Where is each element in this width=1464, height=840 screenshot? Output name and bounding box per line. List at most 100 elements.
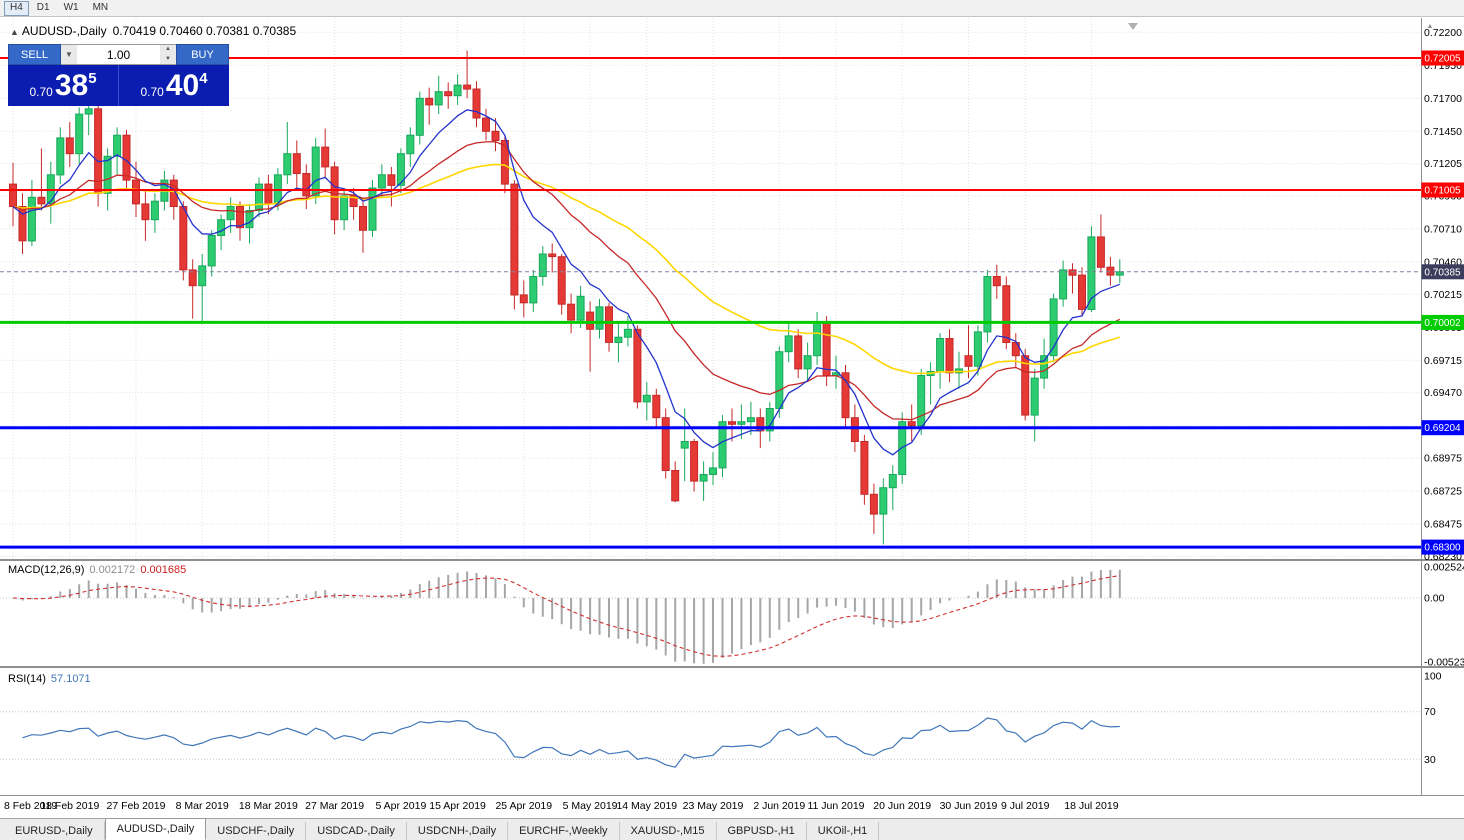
candle: [122, 134, 131, 181]
price-badge-text: 0.68300: [1424, 543, 1461, 554]
timeframe-button-d1[interactable]: D1: [36, 1, 50, 13]
candle: [784, 335, 793, 353]
volume-spin-up-icon[interactable]: ▲: [165, 46, 171, 52]
candle: [964, 355, 973, 367]
macd-signal-line: [12, 575, 1120, 657]
date-axis-label: 18 Mar 2019: [239, 800, 298, 812]
candle: [84, 108, 93, 115]
candle: [1002, 285, 1011, 344]
volume-dropdown-icon[interactable]: ▼: [61, 45, 77, 64]
candle: [661, 417, 670, 472]
date-axis-label: 27 Feb 2019: [107, 800, 166, 812]
date-axis-label: 15 Apr 2019: [429, 800, 486, 812]
candle: [188, 269, 197, 287]
chart-tab-xauusd-m15[interactable]: XAUUSD-,M15: [619, 822, 717, 840]
candle: [302, 173, 311, 197]
candle: [434, 91, 443, 106]
buy-price-prefix: 0.70: [140, 84, 164, 99]
chart-title: ▲ AUDUSD-,Daily 0.70419 0.70460 0.70381 0.…: [10, 24, 296, 38]
candle: [850, 417, 859, 443]
sell-price-display[interactable]: 0.70 38 5: [8, 65, 118, 106]
chart-tab-usdcad-daily[interactable]: USDCAD-,Daily: [306, 822, 407, 840]
price-axis-label: 0.72200: [1424, 27, 1462, 39]
candle: [605, 306, 613, 343]
candle: [1106, 266, 1115, 276]
candle: [359, 206, 367, 231]
pane-separator[interactable]: [0, 559, 1464, 561]
candle: [1078, 274, 1086, 310]
chart-shift-marker-icon[interactable]: [1128, 23, 1138, 30]
candle: [510, 183, 519, 296]
candle: [500, 140, 509, 185]
macd-value: 0.002172: [89, 564, 136, 576]
candle: [37, 196, 46, 205]
volume-input[interactable]: [77, 45, 160, 64]
candle: [652, 394, 661, 419]
sell-price-prefix: 0.70: [29, 84, 53, 99]
candle: [377, 174, 386, 189]
chart-tab-audusd-daily[interactable]: AUDUSD-,Daily: [104, 818, 207, 840]
chart-tab-eurusd-daily[interactable]: EURUSD-,Daily: [4, 822, 105, 840]
price-chart[interactable]: 0.722000.719500.717000.714500.712050.709…: [0, 18, 1464, 818]
candle: [557, 256, 566, 305]
price-axis-label: 0.71205: [1424, 158, 1462, 170]
price-divider: [118, 65, 119, 106]
timeframe-button-h4[interactable]: H4: [4, 0, 29, 16]
candle: [1096, 236, 1105, 268]
date-axis-label: 27 Mar 2019: [305, 800, 364, 812]
candle: [813, 322, 822, 357]
date-axis-label: 14 May 2019: [616, 800, 677, 812]
sell-button[interactable]: SELL: [8, 44, 61, 65]
candle: [529, 276, 538, 304]
candle: [907, 421, 916, 427]
rsi-axis-label: 30: [1424, 754, 1436, 766]
candle: [709, 467, 717, 475]
candle: [56, 137, 65, 176]
chart-window: 0.722000.719500.717000.714500.712050.709…: [0, 18, 1464, 818]
candle: [1115, 271, 1124, 276]
price-axis-label: 0.70215: [1424, 289, 1462, 301]
candle: [728, 421, 736, 425]
timeframe-button-w1[interactable]: W1: [63, 1, 79, 13]
candle: [415, 97, 424, 136]
price-badge-text: 0.72005: [1424, 54, 1461, 65]
price-axis-label: 0.69470: [1424, 387, 1462, 399]
scroll-up-icon[interactable]: ▲: [1426, 23, 1434, 30]
candle: [141, 203, 150, 221]
chart-tab-ukoil-h1[interactable]: UKOil-,H1: [806, 822, 880, 840]
volume-spin-down-icon[interactable]: ▼: [165, 55, 171, 62]
chart-tab-usdcnh-daily[interactable]: USDCNH-,Daily: [406, 822, 509, 840]
rsi-name: RSI(14): [8, 673, 46, 685]
rsi-value: 57.1071: [50, 673, 91, 685]
candle: [349, 195, 358, 207]
candle: [453, 84, 462, 97]
candle: [1049, 298, 1058, 357]
candle: [264, 183, 273, 205]
candle: [179, 206, 188, 271]
candle: [226, 206, 235, 221]
candle: [633, 328, 642, 403]
macd-indicator-label: MACD(12,26,9) 0.002172 0.001685: [8, 564, 186, 576]
chart-tab-gbpusd-h1[interactable]: GBPUSD-,H1: [716, 822, 807, 840]
price-axis-label: 0.71700: [1424, 93, 1462, 105]
rsi-axis-label: 100: [1424, 671, 1442, 683]
candle: [236, 206, 244, 229]
candle: [1021, 355, 1030, 416]
chart-tab-eurchf-weekly[interactable]: EURCHF-,Weekly: [508, 822, 620, 840]
price-badge-text: 0.71005: [1424, 186, 1461, 197]
candle: [425, 97, 434, 106]
buy-button[interactable]: BUY: [176, 44, 229, 65]
candle: [491, 130, 500, 142]
pane-separator[interactable]: [0, 666, 1464, 668]
buy-price-display[interactable]: 0.70 40 4: [119, 65, 229, 106]
price-axis-label: 0.71450: [1424, 126, 1462, 138]
candle: [519, 294, 528, 304]
candle: [614, 336, 623, 344]
price-badge: [1421, 539, 1464, 555]
price-badge-text: 0.70385: [1424, 267, 1461, 278]
candle: [671, 470, 680, 502]
date-axis-label: 20 Jun 2019: [873, 800, 931, 812]
candle: [567, 303, 576, 321]
chart-tab-usdchf-daily[interactable]: USDCHF-,Daily: [206, 822, 307, 840]
timeframe-button-mn[interactable]: MN: [92, 1, 109, 13]
